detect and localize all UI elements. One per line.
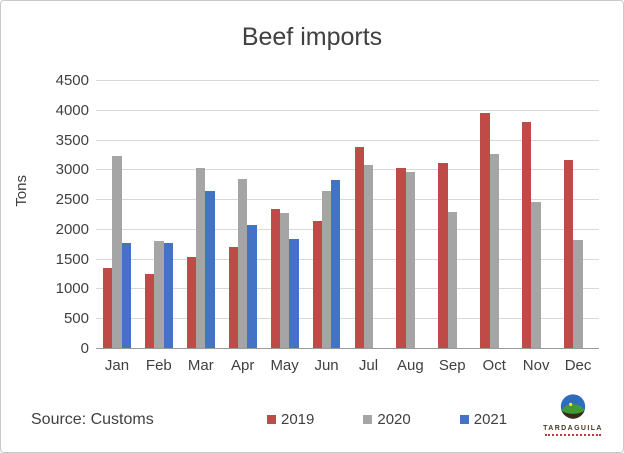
bar-2020-jun xyxy=(321,190,332,348)
x-tick-label-dec: Dec xyxy=(564,357,592,374)
legend-item-2019: 2019 xyxy=(267,411,314,428)
bar-2021-feb xyxy=(163,243,173,348)
gridline xyxy=(96,169,599,171)
gridline xyxy=(96,80,599,81)
bar-2020-apr xyxy=(238,178,248,348)
brand-subtext-decoration xyxy=(545,434,601,436)
gridline xyxy=(96,288,599,290)
gridline xyxy=(96,228,599,230)
source-note: Source: Customs xyxy=(31,411,154,428)
bar-group-mar xyxy=(180,80,222,348)
legend-label-2021: 2021 xyxy=(473,411,508,428)
y-tick-label-4000: 4000 xyxy=(55,101,89,119)
hill-sun-globe-icon xyxy=(535,392,611,424)
legend-swatch-2021 xyxy=(459,415,469,424)
bar-2019-oct xyxy=(480,113,490,348)
x-tick-label-jul: Jul xyxy=(358,357,379,374)
bar-2019-feb xyxy=(144,274,155,348)
x-tick-label-nov: Nov xyxy=(522,357,550,374)
y-tick-label-1000: 1000 xyxy=(55,280,89,298)
bar-2019-mar xyxy=(186,257,197,348)
y-axis-title: Tons xyxy=(13,175,30,207)
y-tick-label-2000: 2000 xyxy=(55,220,89,238)
gridline xyxy=(96,318,599,320)
y-tick-label-4500: 4500 xyxy=(55,72,89,89)
x-tick-label-mar: Mar xyxy=(187,357,214,374)
bar-2020-oct xyxy=(489,154,499,348)
brand-name: TARDAGUILA xyxy=(543,425,603,432)
x-tick-label-aug: Aug xyxy=(397,357,424,374)
bar-2021-may xyxy=(289,239,299,348)
bar-group-apr xyxy=(222,80,264,348)
bar-2019-nov xyxy=(522,121,532,348)
gridline xyxy=(96,258,599,260)
x-tick-label-oct: Oct xyxy=(482,357,506,374)
bar-2019-aug xyxy=(396,167,406,348)
x-axis-line xyxy=(96,348,599,349)
bar-2019-may xyxy=(270,209,280,348)
y-tick-label-3500: 3500 xyxy=(55,131,89,149)
x-tick-label-apr: Apr xyxy=(231,357,255,374)
bar-2020-jul xyxy=(363,164,374,348)
bar-group-may xyxy=(264,80,306,348)
legend: 2019 2020 2021 xyxy=(267,411,507,428)
legend-item-2020: 2020 xyxy=(363,411,411,428)
brand-logo: TARDAGUILA xyxy=(535,392,611,436)
y-tick-label-500: 500 xyxy=(63,310,89,328)
bar-group-feb xyxy=(138,80,180,348)
plot-area xyxy=(96,80,599,348)
bar-2020-mar xyxy=(196,168,206,348)
bar-2020-dec xyxy=(573,239,583,348)
bar-group-jul xyxy=(348,80,390,348)
gridline xyxy=(96,139,599,141)
x-tick-label-sep: Sep xyxy=(438,357,466,374)
bar-2021-jun xyxy=(331,180,341,348)
gridline xyxy=(96,109,599,111)
bar-group-oct xyxy=(473,80,515,348)
gridline xyxy=(96,199,599,201)
bar-2019-jun xyxy=(312,221,322,348)
bar-2020-feb xyxy=(154,240,164,348)
bar-2020-sep xyxy=(447,211,457,348)
y-tick-label-3000: 3000 xyxy=(55,161,89,179)
bar-2021-apr xyxy=(247,225,257,348)
bar-2019-jul xyxy=(354,147,364,348)
x-tick-label-jun: Jun xyxy=(314,357,339,374)
x-tick-label-feb: Feb xyxy=(145,357,172,374)
bar-2021-mar xyxy=(205,191,215,348)
legend-item-2021: 2021 xyxy=(459,411,508,428)
chart-title: Beef imports xyxy=(241,23,383,51)
legend-label-2019: 2019 xyxy=(281,411,315,428)
bar-2019-jan xyxy=(103,267,113,348)
bar-2020-may xyxy=(279,213,290,348)
bar-2019-dec xyxy=(564,159,574,348)
bar-group-dec xyxy=(557,80,599,348)
bar-2020-aug xyxy=(405,172,415,348)
legend-swatch-2020 xyxy=(363,415,373,424)
bar-2020-jan xyxy=(112,156,122,348)
bar-group-jan xyxy=(96,80,138,348)
bar-2021-jan xyxy=(121,243,131,348)
x-tick-label-may: May xyxy=(270,357,299,374)
bar-group-nov xyxy=(515,80,557,348)
bar-group-jun xyxy=(306,80,348,348)
bar-2020-nov xyxy=(531,201,541,348)
x-tick-label-jan: Jan xyxy=(104,357,130,374)
bar-2019-sep xyxy=(438,163,448,348)
bar-group-sep xyxy=(431,80,473,348)
bar-group-aug xyxy=(389,80,431,348)
y-tick-label-0: 0 xyxy=(80,340,89,357)
y-tick-label-1500: 1500 xyxy=(55,250,89,268)
legend-label-2020: 2020 xyxy=(377,411,411,428)
bar-2019-apr xyxy=(228,247,239,348)
y-tick-label-2500: 2500 xyxy=(55,191,89,209)
legend-swatch-2019 xyxy=(267,415,276,424)
